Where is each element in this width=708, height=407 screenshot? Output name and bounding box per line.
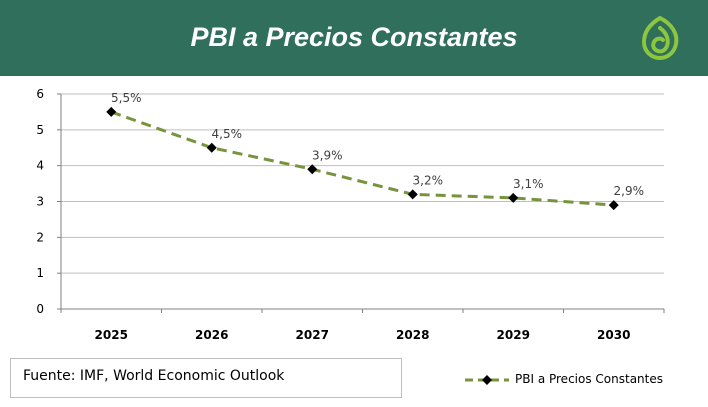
data-label: 3,2% bbox=[413, 173, 444, 187]
legend-swatch bbox=[465, 375, 509, 385]
chart-area: 0 1 2 3 4 5 6 2025 2026 2027 2028 2029 2030 5,5% 4,5% 3… bbox=[0, 76, 708, 407]
legend: PBI a Precios Constantes bbox=[463, 370, 663, 390]
title-banner: PBI a Precios Constantes bbox=[0, 0, 708, 76]
x-tick-label: 2029 bbox=[497, 328, 530, 342]
x-tick-label: 2028 bbox=[396, 328, 429, 342]
y-tick-label: 0 bbox=[36, 302, 44, 316]
y-tick-label: 6 bbox=[36, 87, 44, 101]
source-box: Fuente: IMF, World Economic Outlook bbox=[10, 358, 402, 398]
y-tick-label: 5 bbox=[36, 123, 44, 137]
data-point-marker bbox=[608, 200, 619, 211]
x-tick-label: 2030 bbox=[597, 328, 630, 342]
x-tick-label: 2026 bbox=[195, 328, 228, 342]
data-point-marker bbox=[307, 164, 318, 175]
line-chart: 0 1 2 3 4 5 6 2025 2026 2027 2028 2029 2030 5,5% 4,5% 3… bbox=[36, 87, 665, 342]
y-tick-label: 1 bbox=[36, 266, 44, 280]
data-label: 3,9% bbox=[312, 148, 343, 162]
leaf-logo-icon bbox=[641, 15, 679, 61]
data-label: 5,5% bbox=[111, 91, 142, 105]
y-tick-label: 3 bbox=[36, 195, 44, 209]
data-point-marker bbox=[206, 142, 217, 153]
data-point-marker bbox=[407, 189, 418, 200]
x-tick-label: 2025 bbox=[95, 328, 128, 342]
source-text: Fuente: IMF, World Economic Outlook bbox=[23, 368, 285, 384]
y-tick-label: 4 bbox=[36, 159, 44, 173]
data-label: 3,1% bbox=[513, 177, 544, 191]
chart-title: PBI a Precios Constantes bbox=[190, 22, 518, 52]
data-point-marker bbox=[508, 192, 519, 203]
data-label: 2,9% bbox=[614, 184, 645, 198]
y-tick-label: 2 bbox=[36, 230, 44, 244]
legend-label: PBI a Precios Constantes bbox=[515, 372, 663, 386]
series-line bbox=[110, 110, 614, 207]
data-label: 4,5% bbox=[212, 127, 243, 141]
x-tick-label: 2027 bbox=[296, 328, 329, 342]
data-point-marker bbox=[106, 106, 117, 117]
